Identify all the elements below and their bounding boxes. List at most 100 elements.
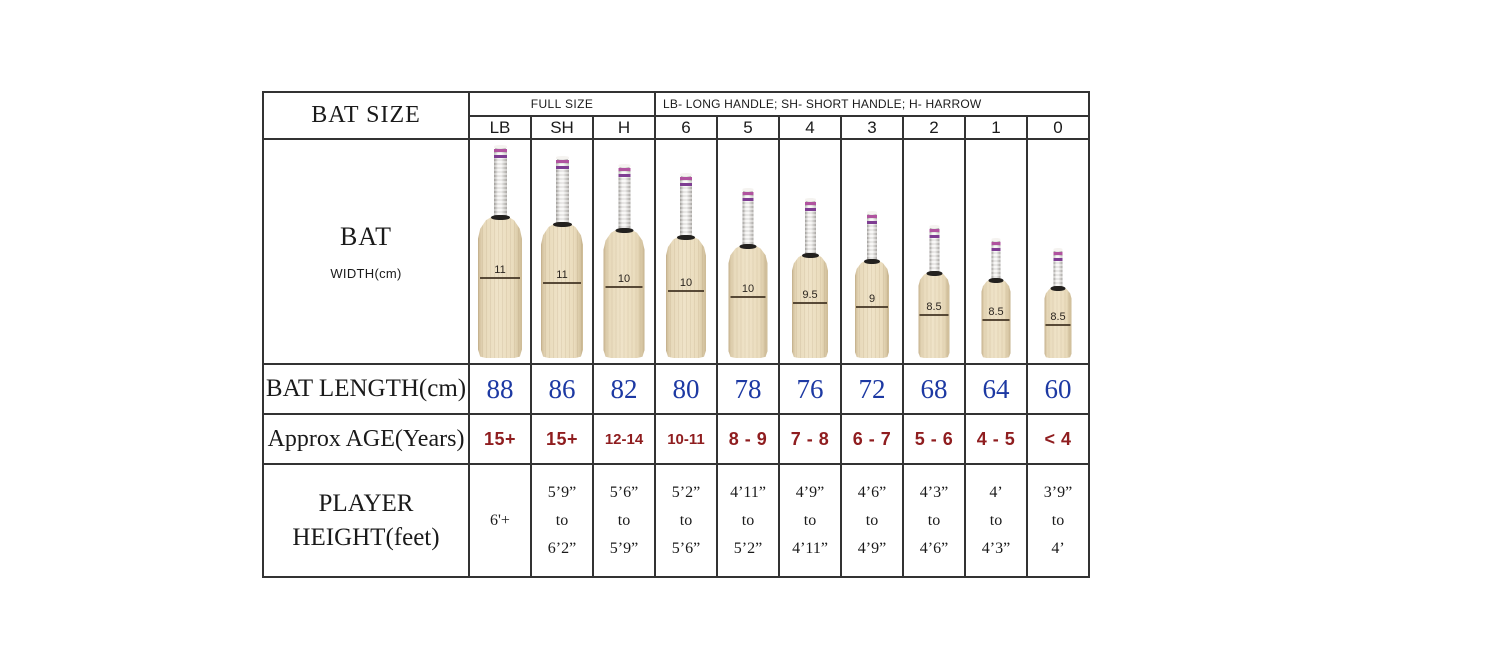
grip-band-icon — [1053, 258, 1063, 261]
grip-band-icon — [804, 208, 816, 211]
bat-collar — [490, 215, 510, 220]
height-line: to — [803, 511, 817, 529]
bat-collar — [988, 278, 1004, 283]
height-line: to — [679, 511, 693, 529]
height-line: 3’9” — [1043, 483, 1073, 501]
bat-width-underline — [919, 314, 949, 317]
player-height-value: 4’6” to 4’9” — [842, 465, 902, 576]
height-line: 4’11” — [730, 483, 766, 501]
height-line: 5’2” — [733, 539, 763, 557]
player-height-value: 5’9” to 6’2” — [532, 465, 592, 576]
bat-width-underline — [667, 290, 705, 293]
bat-length-value: 82 — [594, 365, 654, 413]
approx-age-row-label: Approx AGE(Years) — [264, 415, 468, 463]
bat-width-mark: 10 — [667, 277, 705, 293]
height-line: to — [927, 511, 941, 529]
height-line: 4’ — [989, 483, 1003, 501]
grip-band-icon — [618, 168, 630, 171]
bat-size-table: BAT SIZE FULL SIZE LB- LONG HANDLE; SH- … — [262, 91, 1090, 578]
bat-length-row-label: BAT LENGTH(cm) — [264, 365, 468, 413]
height-line: 4’9” — [795, 483, 825, 501]
bat-width-underline — [793, 302, 827, 305]
bat-grip-handle — [1053, 248, 1063, 288]
player-height-label-line2: HEIGHT(feet) — [292, 523, 440, 551]
bat-cell-3: 9 — [842, 140, 902, 363]
column-header-SH: SH — [532, 117, 592, 138]
full-size-group-header: FULL SIZE — [470, 93, 654, 115]
grip-band-icon — [1053, 252, 1063, 255]
player-height-value: 5’6” to 5’9” — [594, 465, 654, 576]
height-line: to — [617, 511, 631, 529]
bat-illustration-LB: 11 — [478, 145, 522, 358]
bat-collar — [552, 222, 572, 227]
bat-cell-6: 10 — [656, 140, 716, 363]
column-header-LB: LB — [470, 117, 530, 138]
bat-cell-1: 8.5 — [966, 140, 1026, 363]
bat-collar — [926, 271, 942, 276]
bat-width-value: 9 — [868, 293, 876, 306]
column-header-1: 1 — [966, 117, 1026, 138]
bat-cell-2: 8.5 — [904, 140, 964, 363]
grip-tip — [555, 156, 569, 159]
height-line: to — [865, 511, 879, 529]
height-line: 4’3” — [919, 483, 949, 501]
grip-band-icon — [493, 149, 507, 152]
bat-blade: 8.5 — [981, 279, 1011, 358]
player-height-value: 4’9” to 4’11” — [780, 465, 840, 576]
bat-width-mark: 10 — [605, 273, 643, 288]
column-header-4: 4 — [780, 117, 840, 138]
player-height-value: 3’9” to 4’ — [1028, 465, 1088, 576]
bat-width-mark: 11 — [479, 264, 521, 280]
bat-illustration-4: 9.5 — [792, 198, 828, 358]
approx-age-value: < 4 — [1028, 415, 1088, 463]
approx-age-value: 6 - 7 — [842, 415, 902, 463]
bat-cell-H: 10 — [594, 140, 654, 363]
grip-tip — [867, 211, 877, 214]
height-line: to — [741, 511, 755, 529]
grip-tip — [618, 164, 630, 167]
approx-age-value: 5 - 6 — [904, 415, 964, 463]
bat-collar — [739, 244, 757, 249]
bat-length-value: 60 — [1028, 365, 1088, 413]
bat-grip-handle — [742, 188, 754, 246]
height-line: 4’6” — [919, 539, 949, 557]
bat-width-mark: 10 — [730, 283, 766, 299]
grip-tip — [493, 145, 507, 148]
bat-blade: 10 — [728, 245, 768, 358]
bat-collar — [1050, 286, 1066, 291]
bat-blade: 8.5 — [1044, 287, 1072, 358]
height-line: 6'+ — [490, 511, 510, 529]
bat-collar — [801, 253, 819, 258]
bat-size-header: BAT SIZE — [264, 93, 468, 138]
approx-age-value: 15+ — [470, 415, 530, 463]
height-line: to — [989, 511, 1003, 529]
bat-width-value: 9.5 — [802, 289, 818, 302]
grip-band-icon — [867, 215, 877, 218]
approx-age-value: 12-14 — [594, 415, 654, 463]
bat-width-row-label: BAT WIDTH(cm) — [264, 140, 468, 363]
bat-collar — [615, 228, 633, 233]
grip-tip — [804, 198, 816, 201]
bat-illustration-0: 8.5 — [1044, 248, 1072, 358]
column-header-6: 6 — [656, 117, 716, 138]
height-line: 5’9” — [547, 483, 577, 501]
bat-illustration-5: 10 — [728, 188, 768, 358]
grip-tip — [929, 225, 939, 228]
height-line: 4’9” — [857, 539, 887, 557]
grip-band-icon — [991, 248, 1001, 251]
bat-width-underline — [730, 296, 766, 299]
approx-age-value: 10-11 — [656, 415, 716, 463]
height-line: 6’2” — [547, 539, 577, 557]
grip-tip — [991, 238, 1001, 241]
bat-width-mark: 9 — [856, 293, 888, 309]
bat-width-underline — [479, 277, 521, 280]
bat-width-value: 11 — [556, 268, 568, 281]
column-header-3: 3 — [842, 117, 902, 138]
bat-row-title: BAT — [339, 222, 393, 251]
height-line: 5’6” — [671, 539, 701, 557]
bat-width-value: 8.5 — [1050, 311, 1066, 324]
grip-band-icon — [929, 235, 939, 238]
bat-grip-handle — [555, 156, 569, 224]
height-line: 5’2” — [671, 483, 701, 501]
grip-band-icon — [991, 242, 1001, 245]
